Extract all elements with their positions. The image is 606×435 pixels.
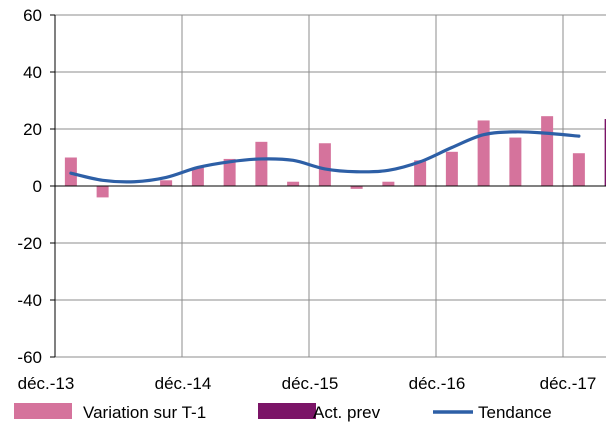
legend-label: Variation sur T-1 — [83, 403, 206, 422]
bar — [572, 153, 585, 186]
legend-label: Act. prev — [313, 403, 381, 422]
y-tick-label: -60 — [17, 348, 42, 367]
x-tick-label: déc.-14 — [155, 374, 212, 393]
legend-swatch — [14, 403, 72, 419]
bar — [350, 186, 363, 189]
x-tick-label: déc.-13 — [18, 374, 75, 393]
legend-label: Tendance — [478, 403, 552, 422]
bar — [604, 119, 606, 186]
x-tick-label: déc.-16 — [409, 374, 466, 393]
legend-swatch — [258, 403, 316, 419]
y-tick-label: 60 — [23, 6, 42, 25]
bars-layer — [64, 116, 606, 198]
series-line-tendance — [69, 130, 581, 184]
y-tick-label: -20 — [17, 234, 42, 253]
bar — [96, 186, 109, 198]
bar — [382, 181, 395, 186]
legend: Variation sur T-1 Act. prev Tendance — [14, 403, 552, 422]
axis-layer: 60 40 20 0 -20 -40 -60 déc.-13 déc.-14 déc.-15 déc… — [17, 6, 606, 393]
y-tick-label: 0 — [33, 177, 42, 196]
x-tick-label: déc.-17 — [540, 374, 597, 393]
bar — [191, 167, 204, 186]
bar — [160, 180, 173, 186]
bar — [445, 151, 458, 186]
line-layer — [69, 130, 581, 184]
y-tick-label: 40 — [23, 63, 42, 82]
y-tick-label: 20 — [23, 120, 42, 139]
bar — [509, 137, 522, 186]
bar — [287, 181, 300, 186]
bar — [541, 116, 554, 186]
bar — [223, 158, 236, 186]
bar — [318, 143, 331, 186]
bar — [477, 120, 490, 186]
bar — [255, 141, 268, 186]
bar — [414, 160, 427, 186]
x-tick-label: déc.-15 — [282, 374, 339, 393]
y-tick-label: -40 — [17, 291, 42, 310]
